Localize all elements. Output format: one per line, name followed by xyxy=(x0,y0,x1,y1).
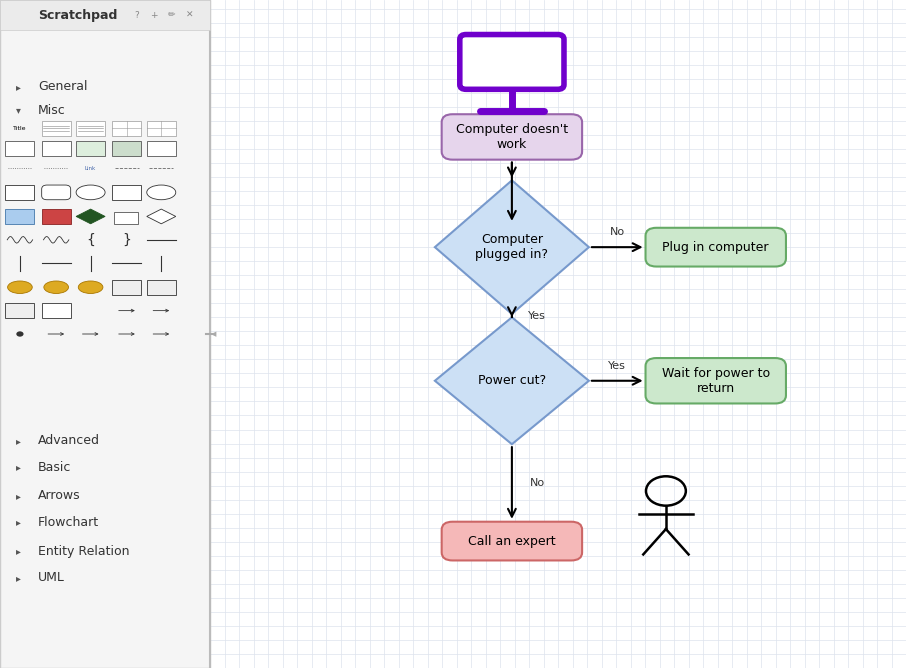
Text: ▸: ▸ xyxy=(16,436,21,446)
Text: {: { xyxy=(86,233,95,246)
Ellipse shape xyxy=(78,281,103,293)
FancyBboxPatch shape xyxy=(42,185,71,200)
Text: Entity Relation: Entity Relation xyxy=(38,544,130,558)
FancyBboxPatch shape xyxy=(147,141,176,156)
FancyBboxPatch shape xyxy=(210,0,906,668)
Polygon shape xyxy=(435,317,589,444)
Text: Flowchart: Flowchart xyxy=(38,516,99,529)
Polygon shape xyxy=(435,180,589,314)
Text: Wait for power to
return: Wait for power to return xyxy=(661,367,770,395)
Text: No: No xyxy=(610,228,625,237)
Text: Computer doesn't
work: Computer doesn't work xyxy=(456,123,568,151)
FancyBboxPatch shape xyxy=(5,209,34,224)
Text: }: } xyxy=(122,233,131,246)
Text: Misc: Misc xyxy=(38,104,66,117)
FancyBboxPatch shape xyxy=(0,0,210,668)
Text: Plug in computer: Plug in computer xyxy=(662,240,769,254)
FancyBboxPatch shape xyxy=(112,121,141,136)
FancyBboxPatch shape xyxy=(112,141,141,156)
Text: UML: UML xyxy=(38,571,65,584)
Ellipse shape xyxy=(147,185,176,200)
FancyBboxPatch shape xyxy=(42,141,71,156)
Text: General: General xyxy=(38,80,88,94)
FancyBboxPatch shape xyxy=(5,141,34,156)
FancyBboxPatch shape xyxy=(112,280,141,295)
FancyBboxPatch shape xyxy=(114,212,138,224)
Text: +: + xyxy=(150,11,158,20)
FancyBboxPatch shape xyxy=(5,185,34,200)
Text: Yes: Yes xyxy=(608,361,626,371)
Text: Computer
plugged in?: Computer plugged in? xyxy=(476,233,548,261)
FancyBboxPatch shape xyxy=(76,141,105,156)
FancyBboxPatch shape xyxy=(645,228,786,267)
Text: ?: ? xyxy=(134,11,139,20)
Text: Basic: Basic xyxy=(38,461,72,474)
Text: Title: Title xyxy=(14,126,26,131)
FancyBboxPatch shape xyxy=(42,303,71,318)
Polygon shape xyxy=(147,209,176,224)
Text: Link: Link xyxy=(85,166,96,171)
FancyBboxPatch shape xyxy=(441,522,583,560)
Text: ▸: ▸ xyxy=(16,573,21,582)
Text: Scratchpad: Scratchpad xyxy=(38,9,118,22)
Text: ▾: ▾ xyxy=(16,106,21,115)
FancyBboxPatch shape xyxy=(459,35,564,90)
FancyBboxPatch shape xyxy=(112,185,141,200)
FancyBboxPatch shape xyxy=(645,358,786,403)
Text: ✏: ✏ xyxy=(168,11,175,20)
Ellipse shape xyxy=(7,281,33,293)
Text: ▸: ▸ xyxy=(16,463,21,472)
Text: ▸: ▸ xyxy=(16,546,21,556)
Text: Call an expert: Call an expert xyxy=(468,534,555,548)
Ellipse shape xyxy=(76,185,105,200)
Text: Advanced: Advanced xyxy=(38,434,100,448)
Text: Power cut?: Power cut? xyxy=(477,374,546,387)
Polygon shape xyxy=(76,209,105,224)
FancyBboxPatch shape xyxy=(42,209,71,224)
FancyBboxPatch shape xyxy=(0,0,210,30)
FancyBboxPatch shape xyxy=(5,303,34,318)
Text: Yes: Yes xyxy=(528,311,546,321)
FancyBboxPatch shape xyxy=(42,121,71,136)
Text: ✕: ✕ xyxy=(186,11,193,20)
FancyBboxPatch shape xyxy=(147,121,176,136)
Ellipse shape xyxy=(43,281,69,293)
Circle shape xyxy=(16,331,24,337)
FancyBboxPatch shape xyxy=(147,280,176,295)
Text: ▸: ▸ xyxy=(16,491,21,500)
Text: ▸: ▸ xyxy=(16,518,21,527)
Text: Arrows: Arrows xyxy=(38,489,81,502)
FancyBboxPatch shape xyxy=(441,114,583,160)
FancyBboxPatch shape xyxy=(76,121,105,136)
Text: ▸: ▸ xyxy=(16,82,21,92)
Text: No: No xyxy=(530,478,545,488)
Text: ◀: ◀ xyxy=(211,331,217,337)
